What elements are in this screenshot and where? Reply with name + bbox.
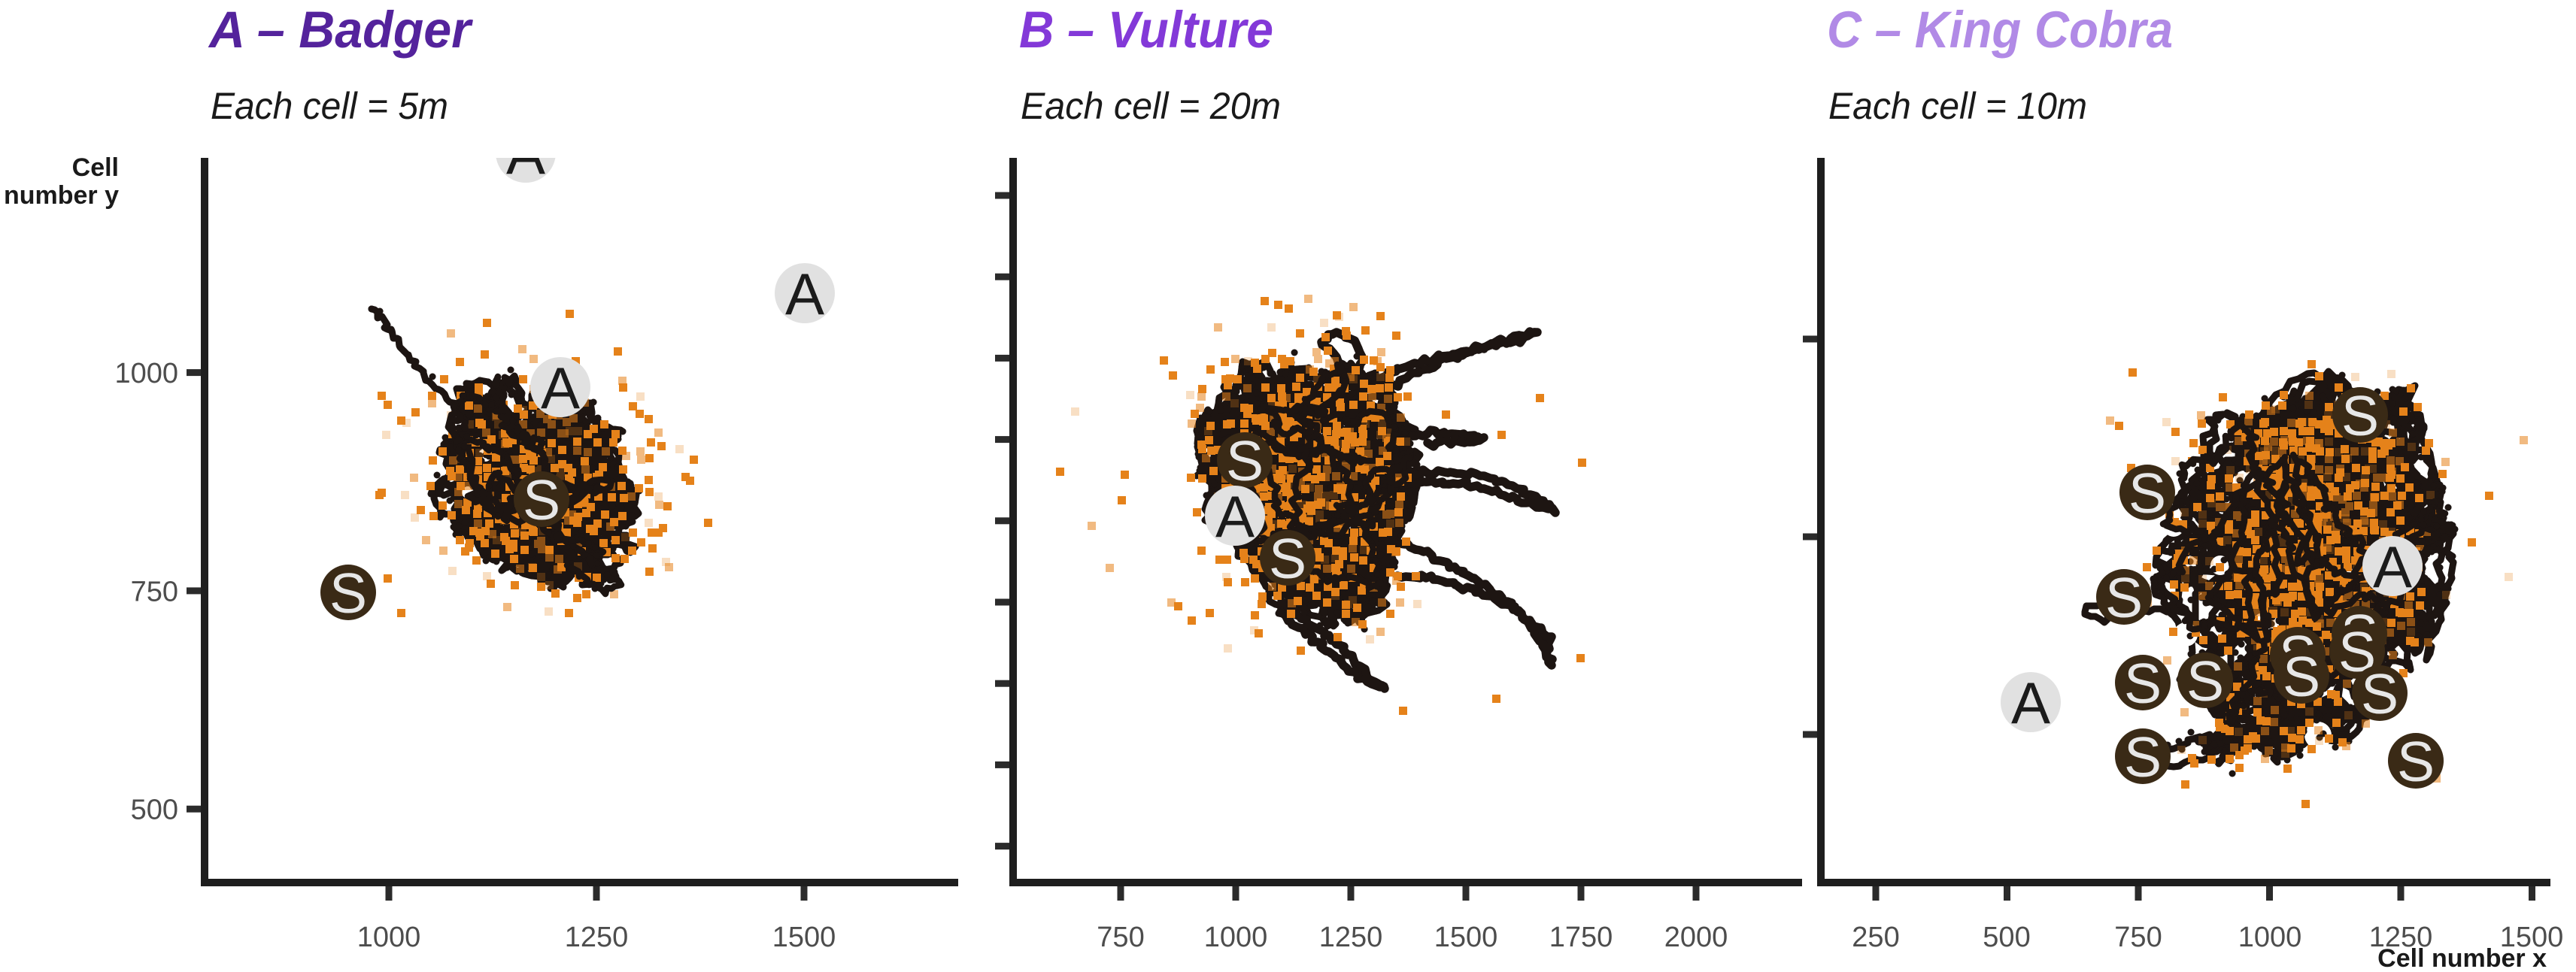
- svg-text:250: 250: [1852, 922, 1899, 953]
- svg-text:1000: 1000: [357, 922, 421, 953]
- svg-text:Cell: Cell: [72, 153, 119, 182]
- svg-text:S: S: [1226, 429, 1264, 492]
- svg-text:750: 750: [1097, 922, 1144, 953]
- svg-text:1000: 1000: [114, 358, 178, 389]
- svg-text:A: A: [506, 120, 545, 186]
- svg-text:1000: 1000: [2238, 922, 2302, 953]
- svg-text:S: S: [523, 468, 560, 531]
- svg-text:A: A: [541, 355, 580, 421]
- svg-text:S: S: [1269, 527, 1306, 590]
- svg-text:S: S: [2124, 652, 2162, 715]
- svg-text:S: S: [2105, 566, 2143, 629]
- svg-text:Cell number x: Cell number x: [2377, 944, 2547, 968]
- svg-text:A: A: [2011, 670, 2050, 736]
- svg-text:750: 750: [131, 576, 178, 607]
- svg-text:A: A: [785, 261, 824, 327]
- svg-text:750: 750: [2114, 922, 2162, 953]
- svg-text:1500: 1500: [2500, 922, 2564, 953]
- svg-text:1000: 1000: [1204, 922, 1268, 953]
- svg-text:S: S: [2186, 650, 2224, 713]
- svg-text:A: A: [2373, 534, 2412, 600]
- svg-text:S: S: [2124, 725, 2162, 789]
- svg-text:S: S: [329, 562, 367, 625]
- svg-text:500: 500: [1983, 922, 2030, 953]
- svg-text:C – King Cobra: C – King Cobra: [1827, 1, 2173, 59]
- svg-text:S: S: [2128, 462, 2166, 525]
- svg-text:A – Badger: A – Badger: [208, 1, 473, 59]
- svg-text:S: S: [2397, 730, 2435, 793]
- svg-text:1500: 1500: [1434, 922, 1498, 953]
- svg-text:B – Vulture: B – Vulture: [1019, 1, 1273, 59]
- svg-text:2000: 2000: [1664, 922, 1728, 953]
- svg-text:1250: 1250: [1319, 922, 1383, 953]
- svg-text:500: 500: [131, 795, 178, 826]
- svg-text:1500: 1500: [772, 922, 836, 953]
- svg-text:S: S: [2283, 645, 2320, 708]
- svg-text:Each cell = 5m: Each cell = 5m: [211, 85, 448, 127]
- svg-text:1250: 1250: [2369, 922, 2433, 953]
- svg-text:1750: 1750: [1549, 922, 1613, 953]
- svg-text:1250: 1250: [565, 922, 629, 953]
- svg-text:Each cell = 10m: Each cell = 10m: [1828, 85, 2087, 127]
- svg-text:S: S: [2341, 384, 2379, 447]
- svg-text:Each cell = 20m: Each cell = 20m: [1021, 85, 1281, 127]
- svg-text:S: S: [2361, 662, 2399, 725]
- svg-text:A: A: [1215, 483, 1255, 550]
- svg-text:number y: number y: [4, 181, 119, 210]
